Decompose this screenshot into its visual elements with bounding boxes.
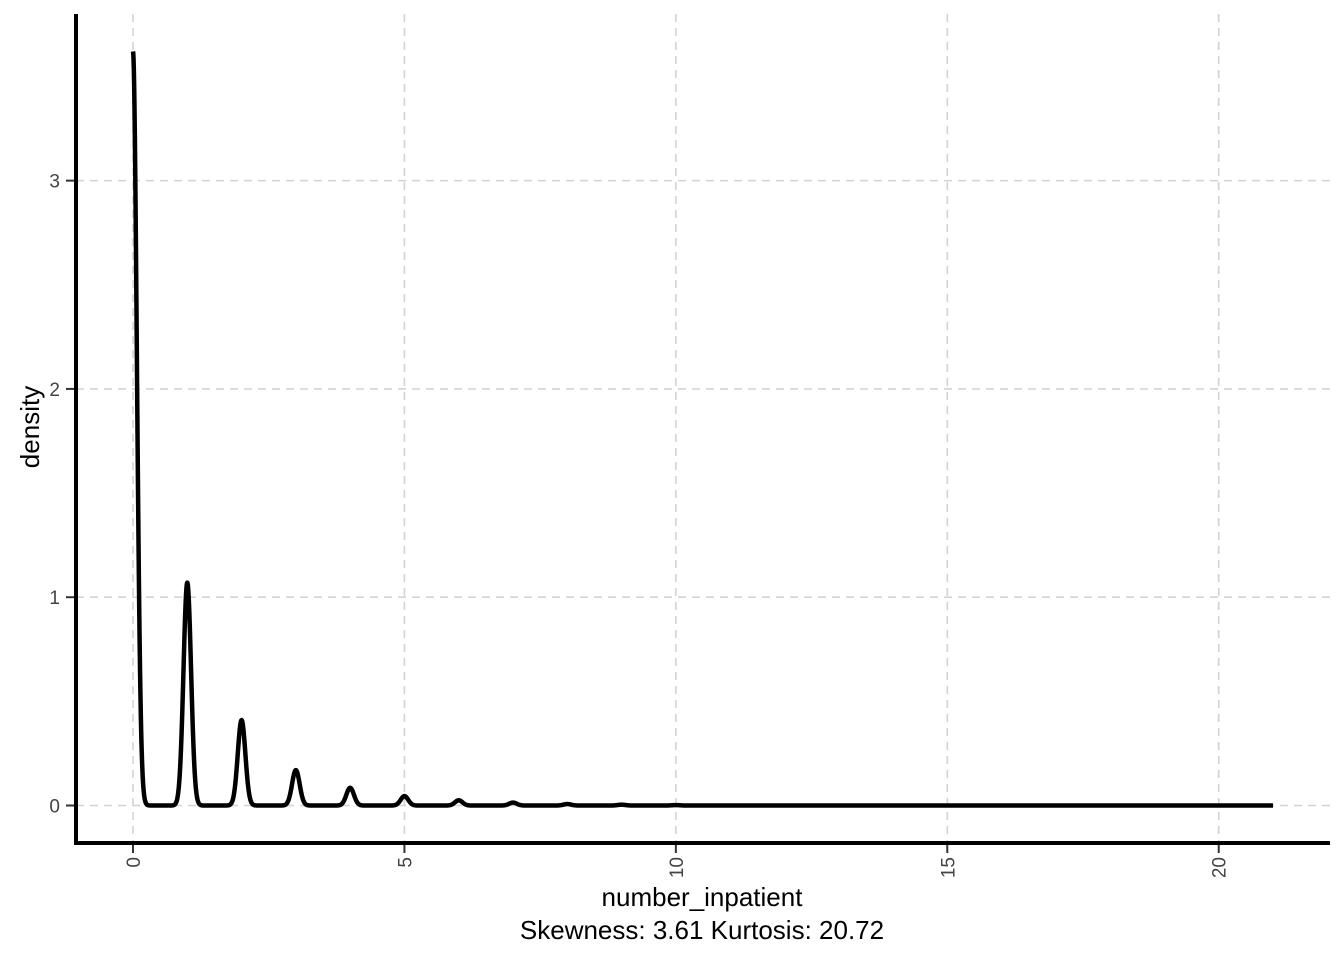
x-tick-label: 5 — [395, 857, 416, 868]
x-axis-title: number_inpatient — [602, 882, 804, 912]
x-tick-label: 10 — [667, 857, 688, 878]
axis-ticks: 0 5 10 15 20 0 1 2 3 — [49, 172, 1230, 879]
density-curve — [130, 51, 1275, 808]
x-tick-label: 20 — [1210, 857, 1231, 878]
chart-subtitle: Skewness: 3.61 Kurtosis: 20.72 — [520, 915, 884, 945]
y-tick-label: 1 — [49, 588, 60, 609]
y-tick-label: 3 — [49, 172, 60, 193]
grid-lines — [76, 14, 1330, 843]
x-tick-label: 0 — [124, 857, 145, 868]
y-tick-label: 0 — [49, 797, 60, 818]
x-tick-label: 15 — [938, 857, 959, 878]
y-tick-label: 2 — [49, 380, 60, 401]
y-axis-title: density — [15, 386, 45, 468]
